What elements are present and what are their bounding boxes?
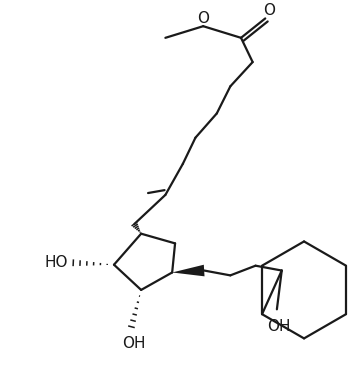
Text: OH: OH	[122, 337, 145, 351]
Text: O: O	[197, 11, 209, 26]
Text: OH: OH	[267, 319, 291, 334]
Text: O: O	[263, 3, 275, 18]
Polygon shape	[172, 265, 204, 276]
Text: HO: HO	[45, 255, 69, 270]
